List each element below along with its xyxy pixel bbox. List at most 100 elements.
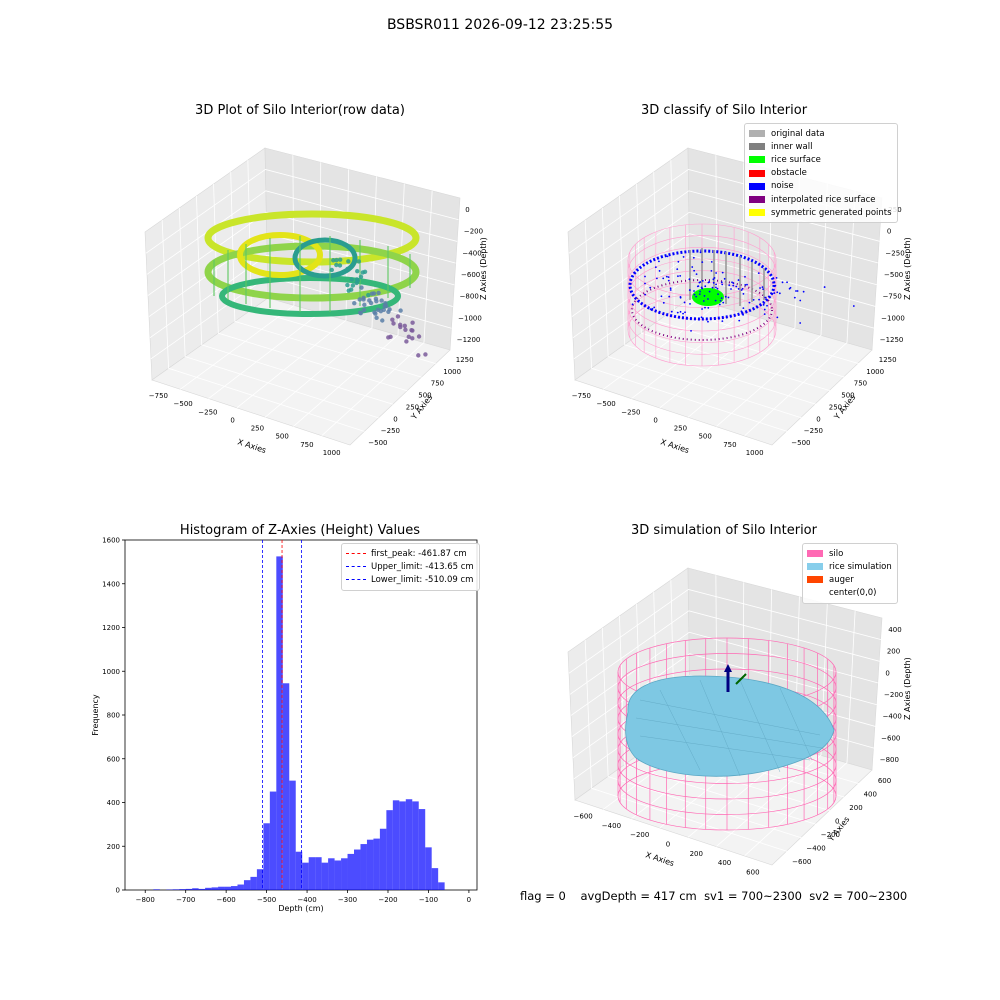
simulation-z-tick-label: −800	[880, 756, 899, 764]
raw-x-axis-label: X Axies	[236, 437, 267, 455]
histogram-legend-entry: Upper_limit: -413.65 cm	[346, 560, 474, 573]
simulation-y-tick-label: 400	[864, 790, 877, 798]
classify-legend-entry: interpolated rice surface	[749, 193, 892, 206]
simulation-y-tick-label: 0	[835, 818, 839, 826]
classify-x-tick-label: 250	[674, 425, 687, 433]
histogram-bar	[263, 823, 270, 890]
classify-x-tick-label: −500	[597, 400, 616, 408]
sv2-value: sv2 = 700~2300	[809, 889, 908, 903]
classify-legend-entry: inner wall	[749, 140, 892, 153]
sv1-value: sv1 = 700~2300	[704, 889, 802, 903]
raw-y-tick-label: 1000	[443, 368, 461, 376]
classify-legend-entry: symmetric generated points	[749, 206, 892, 219]
raw-x-tick-label: 500	[275, 433, 288, 441]
histogram-bar	[276, 556, 283, 890]
simulation-legend-entry: silo	[807, 547, 892, 560]
histogram-bar	[218, 886, 225, 890]
histogram-x-tick-label: −400	[297, 896, 316, 904]
simulation-z-tick-label: 400	[888, 626, 901, 634]
simulation-x-tick-label: 200	[690, 850, 703, 858]
classify-legend-entry: original data	[749, 127, 892, 140]
histogram-y-tick-label: 1400	[102, 580, 120, 588]
raw-panel-title: 3D Plot of Silo Interior(row data)	[195, 103, 405, 118]
classify-legend-swatch	[749, 156, 765, 164]
histogram-bar	[153, 889, 160, 890]
raw-z-tick-label: 0	[465, 206, 469, 214]
simulation-x-tick-label: −600	[574, 813, 593, 821]
classify-y-tick-label: 0	[816, 415, 820, 423]
raw-z-tick-label: −1200	[457, 336, 481, 344]
classify-legend-swatch	[749, 209, 765, 217]
histogram-bar	[379, 828, 387, 890]
histogram-legend-entry: first_peak: -461.87 cm	[346, 547, 474, 560]
histogram-bar	[308, 857, 316, 890]
histogram-bar	[179, 889, 186, 890]
raw-x-tick-label: 1000	[323, 449, 341, 457]
classify-z-axis-label: Z Axies (Depth)	[903, 237, 912, 300]
raw-x-tick-label: 250	[251, 425, 264, 433]
simulation-z-tick-label: −200	[884, 691, 903, 699]
simulation-z-tick-label: 200	[887, 648, 900, 656]
simulation-legend-swatch	[807, 576, 823, 584]
histogram-y-tick-label: 800	[107, 712, 120, 720]
simulation-legend-entry: rice simulation	[807, 560, 892, 573]
histogram-legend-label: Lower_limit: -510.09 cm	[371, 574, 474, 585]
simulation-legend-label: auger	[829, 574, 854, 585]
raw-y-tick-label: 250	[406, 403, 419, 411]
simulation-x-tick-label: 600	[746, 868, 759, 876]
histogram-x-tick-label: −200	[378, 896, 397, 904]
simulation-legend-label: silo	[829, 548, 844, 559]
simulation-y-tick-label: 600	[878, 777, 891, 785]
histogram-y-axis-label: Frequency	[91, 694, 100, 736]
simulation-legend-entry: center(0,0)	[807, 587, 892, 600]
histogram-bar	[425, 847, 432, 890]
histogram-bar	[243, 880, 251, 890]
classify-z-tick-label: −250	[885, 249, 904, 257]
histogram-bar	[366, 839, 374, 890]
simulation-legend-swatch	[807, 563, 823, 571]
histogram-bar	[412, 801, 419, 890]
raw-x-tick-label: 750	[300, 441, 313, 449]
simulation-y-tick-label: −200	[821, 831, 840, 839]
raw-z-tick-label: −200	[464, 228, 483, 236]
figure-suptitle: BSBSR011 2026-09-12 23:25:55	[386, 17, 614, 33]
classify-legend-entry: obstacle	[749, 167, 892, 180]
classify-y-tick-label: 1000	[866, 368, 884, 376]
raw-y-tick-label: 1250	[456, 356, 474, 364]
histogram-y-tick-label: 0	[116, 887, 120, 895]
classify-y-tick-label: 500	[841, 392, 854, 400]
histogram-bar	[347, 853, 355, 890]
classify-x-tick-label: −250	[621, 408, 640, 416]
simulation-x-tick-label: −400	[602, 822, 621, 830]
simulation-legend-label: center(0,0)	[829, 588, 877, 599]
histogram-x-tick-label: −700	[176, 896, 195, 904]
histogram-x-tick-label: −600	[217, 896, 236, 904]
classify-legend-swatch	[749, 130, 765, 138]
histogram-x-tick-label: −800	[136, 896, 155, 904]
raw-y-tick-label: −500	[368, 439, 387, 447]
status-line: flag = 0 avgDepth = 417 cm sv1 = 700~230…	[520, 889, 907, 903]
histogram-bar	[321, 862, 329, 890]
raw-x-tick-label: −250	[198, 408, 217, 416]
histogram-y-tick-label: 1600	[102, 537, 120, 545]
raw-y-tick-label: 500	[418, 392, 431, 400]
histogram-bar	[354, 849, 361, 890]
classify-legend-label: obstacle	[771, 168, 807, 179]
raw-x-tick-label: 0	[230, 416, 234, 424]
classify-3d-tick-labels: −750−500−25002505007501000−500−250025050…	[572, 206, 905, 457]
simulation-rice-surface	[625, 675, 835, 777]
histogram-bar	[269, 791, 277, 890]
classify-z-tick-label: −1250	[880, 336, 904, 344]
histogram-x-tick-label: −500	[257, 896, 276, 904]
histogram-bar	[302, 862, 309, 890]
histogram-bar	[289, 780, 296, 890]
histogram-y-tick-label: 1200	[102, 624, 120, 632]
raw-y-tick-label: 0	[393, 415, 397, 423]
raw-z-axis-label: Z Axies (Depth)	[479, 237, 488, 300]
histogram-bar	[172, 889, 180, 890]
simulation-auger	[724, 664, 747, 692]
histogram-bars	[153, 556, 445, 890]
histogram-legend-entry: Lower_limit: -510.09 cm	[346, 573, 474, 586]
histogram-panel-title: Histogram of Z-Axies (Height) Values	[179, 523, 421, 538]
histogram-bar	[360, 844, 367, 890]
